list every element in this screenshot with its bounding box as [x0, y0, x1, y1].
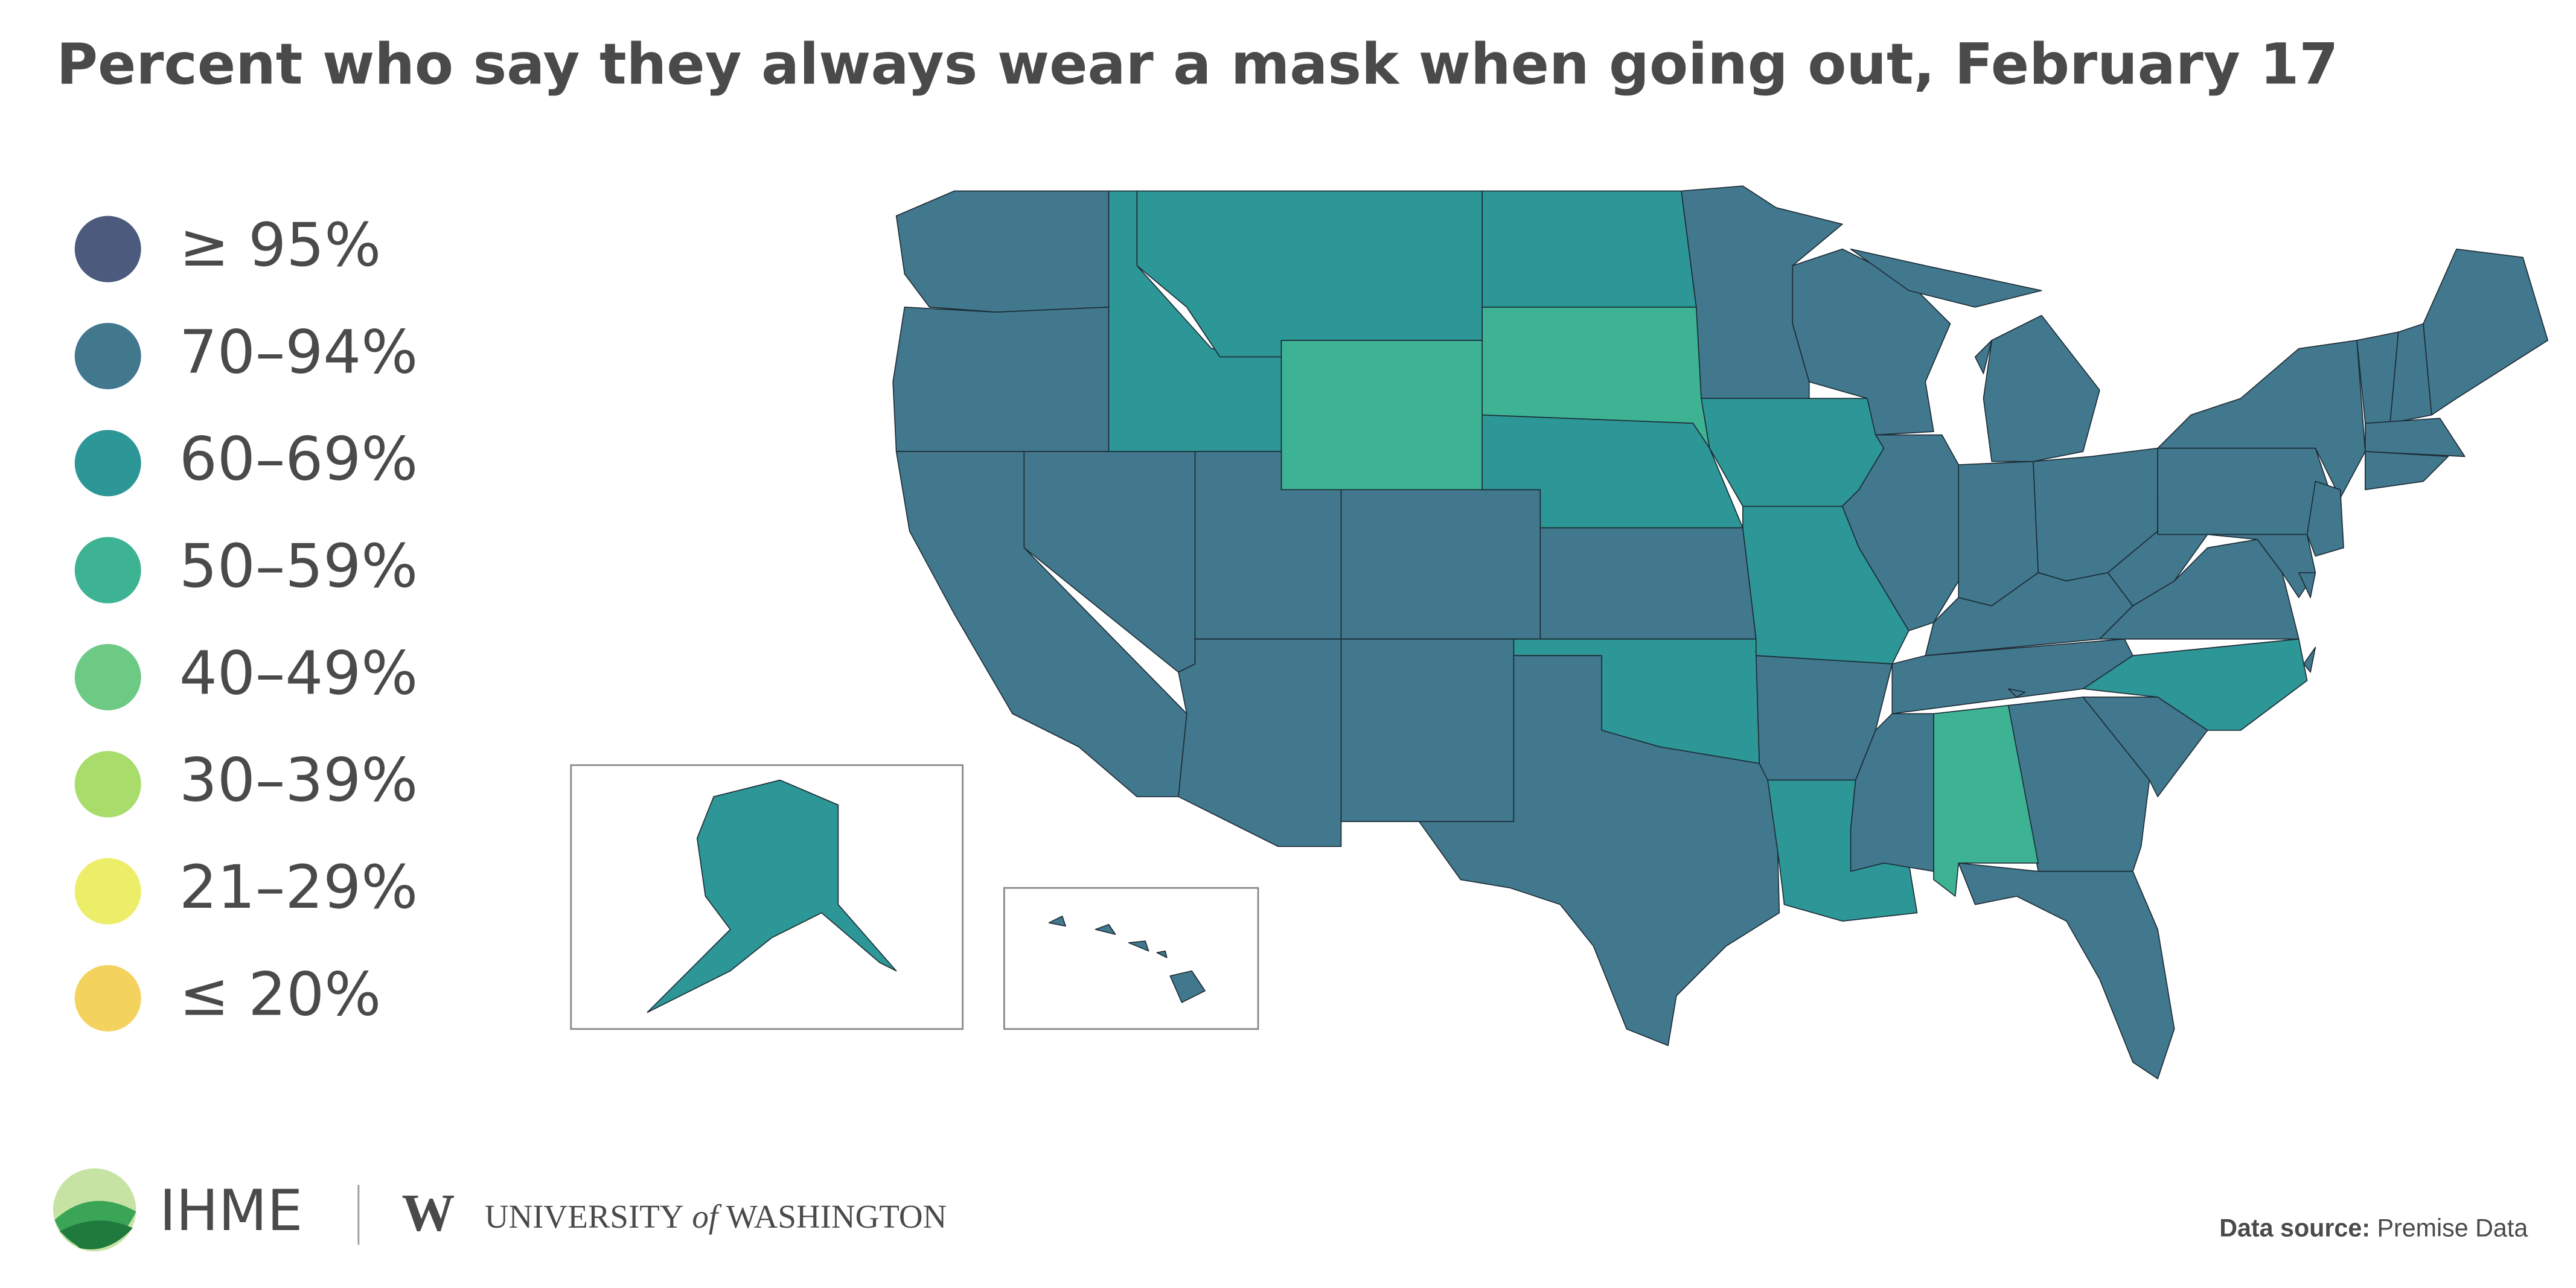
legend-label: 21–29%: [179, 853, 418, 922]
legend-swatch: [74, 537, 141, 604]
map-region: [1841, 434, 1960, 631]
university: UNIVERSITY of WASHINGTON: [485, 1198, 947, 1235]
map-region: [2082, 638, 2308, 731]
alaska-inset: [570, 764, 964, 1030]
map-region: [1418, 655, 1780, 1047]
legend-swatch: [74, 430, 141, 497]
logo-wave: [59, 1220, 133, 1249]
legend-swatch: [74, 858, 141, 925]
map-region: [1156, 950, 1168, 958]
map-region: [2423, 248, 2549, 416]
map-region: [1340, 638, 1515, 823]
map-region: [2365, 418, 2466, 457]
title: Percent who say they always wear a mask …: [56, 31, 2338, 97]
map-region: [2365, 451, 2449, 491]
map-region: [2207, 534, 2316, 598]
map-region: [2082, 697, 2208, 797]
map-region: [1095, 923, 1116, 935]
legend-label: 30–39%: [179, 746, 418, 815]
map-region: [1340, 489, 1541, 640]
map-region: [1850, 248, 2042, 308]
map-region: [892, 307, 1110, 452]
map-region: [1128, 940, 1149, 952]
legend-label: 40–49%: [179, 639, 418, 708]
map-region: [2157, 447, 2333, 535]
map-region: [1958, 862, 2175, 1080]
data-source: Data source: Premise Data: [2219, 1214, 2528, 1242]
map-region: [2306, 480, 2344, 557]
source: Premise Data: [2377, 1214, 2528, 1242]
map-region: [1481, 190, 1697, 308]
map-region: [1048, 916, 1066, 927]
org-name: IHME: [159, 1178, 303, 1244]
legend-swatch: [74, 322, 141, 389]
legend-label: ≥ 95%: [179, 211, 381, 280]
legend-swatch: [74, 965, 141, 1031]
legend-swatch: [74, 751, 141, 818]
legend-swatch: [74, 215, 141, 282]
map-region: [2303, 646, 2316, 673]
map-region: [1169, 970, 1206, 1003]
map-region: [1178, 638, 1342, 847]
source-label: Data source:: [2219, 1214, 2370, 1242]
map-region: [2007, 688, 2026, 698]
legend-label: 60–69%: [179, 425, 418, 494]
map-region: [1933, 704, 2039, 897]
map: [647, 185, 2549, 1080]
legend: ≥ 95% 70–94% 60–69% 50–59% 40–49% 30–39% 21–29…: [74, 211, 418, 1031]
ihme-logo: [53, 1168, 136, 1252]
map-region: [1280, 340, 1483, 491]
map-region: [1983, 314, 2100, 462]
legend-label: ≤ 20%: [179, 960, 381, 1029]
map-region: [1701, 398, 1885, 507]
legend-label: 50–59%: [179, 532, 418, 601]
map-region: [2298, 572, 2316, 598]
map-region: [1974, 340, 1993, 374]
uw-w: W: [401, 1184, 455, 1242]
map-region: [895, 190, 1110, 313]
university-of: of: [692, 1198, 721, 1235]
map-region: [1539, 527, 1757, 640]
legend-label: 70–94%: [179, 317, 418, 387]
university-b: WASHINGTON: [726, 1198, 947, 1235]
map-region: [2157, 340, 2366, 499]
map-region: [647, 779, 897, 1013]
university-a: UNIVERSITY: [485, 1198, 684, 1235]
legend-swatch: [74, 644, 141, 710]
hawaii-inset: [1003, 887, 1259, 1030]
